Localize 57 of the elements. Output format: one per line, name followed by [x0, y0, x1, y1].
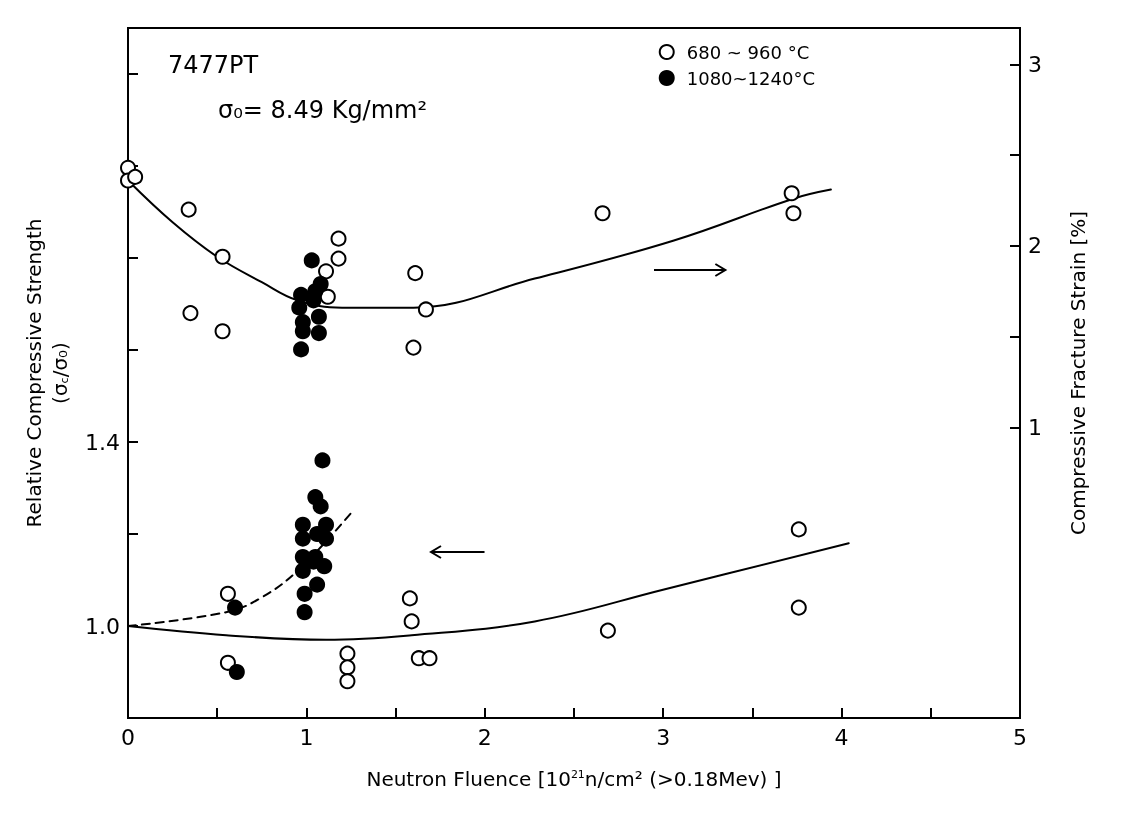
annotation: 7477PT	[168, 51, 259, 79]
point	[180, 201, 197, 218]
y-tick-label: 1.4	[85, 429, 120, 455]
point	[219, 654, 236, 671]
point	[214, 248, 231, 265]
point	[291, 299, 308, 316]
point	[790, 599, 807, 616]
point	[594, 205, 611, 222]
point	[339, 659, 356, 676]
x-tick-label: 3	[656, 724, 671, 750]
point	[314, 452, 331, 469]
point	[214, 323, 231, 340]
point	[330, 230, 347, 247]
point	[227, 599, 244, 616]
point	[294, 516, 311, 533]
x-tick-label: 1	[299, 724, 314, 750]
point	[405, 339, 422, 356]
point	[401, 590, 418, 607]
point	[339, 645, 356, 662]
point	[310, 325, 327, 342]
point	[783, 185, 800, 202]
x-tick-label: 0	[121, 724, 135, 750]
point	[319, 288, 336, 305]
point	[294, 530, 311, 547]
y2-tick-label: 3	[1028, 51, 1042, 77]
point	[790, 521, 807, 538]
legend-label: 1080~1240°C	[686, 67, 816, 89]
point	[421, 650, 438, 667]
x-tick-label: 2	[477, 724, 492, 750]
point	[127, 168, 144, 185]
x-tick-label: 4	[834, 724, 849, 750]
point	[318, 263, 335, 280]
point	[407, 265, 424, 282]
point	[309, 576, 326, 593]
y2-tick-label: 2	[1028, 233, 1042, 259]
point	[228, 664, 245, 680]
point	[296, 585, 313, 602]
point	[403, 613, 420, 630]
point	[339, 673, 356, 690]
legend-label: 680 ~ 960 °C	[686, 41, 810, 63]
point	[417, 301, 434, 318]
y2-axis-title: Compressive Fracture Strain [%]	[1066, 210, 1090, 536]
point	[182, 305, 199, 322]
annotation: σ₀= 8.49 Kg/mm²	[218, 96, 428, 124]
point	[599, 622, 616, 639]
y2-tick-label: 1	[1028, 414, 1042, 440]
point	[294, 562, 311, 579]
point	[296, 604, 313, 621]
y-tick-label: 1.0	[85, 613, 120, 639]
point	[293, 341, 310, 358]
point	[785, 205, 802, 222]
point	[312, 498, 329, 515]
point	[310, 308, 327, 325]
point	[303, 252, 320, 269]
point	[219, 585, 236, 602]
point	[330, 250, 347, 267]
x-tick-label: 5	[1013, 724, 1027, 750]
